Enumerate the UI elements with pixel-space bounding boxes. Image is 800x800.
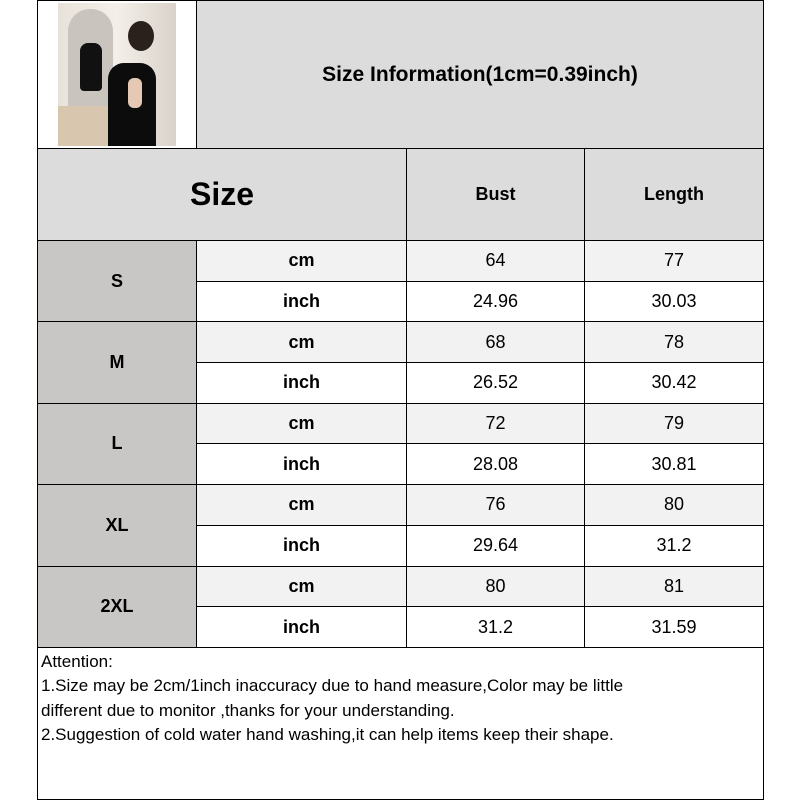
bust-header: Bust <box>406 148 585 241</box>
table-row: inch 26.52 30.42 <box>38 362 765 404</box>
unit-label: cm <box>196 565 407 608</box>
chart-title: Size Information(1cm=0.39inch) <box>195 0 765 149</box>
unit-label: inch <box>196 606 407 648</box>
table-row: inch 28.08 30.81 <box>38 443 765 486</box>
bust-value: 72 <box>406 402 585 445</box>
unit-label: inch <box>196 362 407 404</box>
unit-label: cm <box>196 484 407 526</box>
length-value: 31.2 <box>583 524 765 567</box>
unit-label: inch <box>196 280 407 323</box>
attention-line: 2.Suggestion of cold water hand washing,… <box>41 725 614 745</box>
length-value: 31.59 <box>583 606 765 648</box>
product-photo <box>58 3 176 146</box>
bust-value: 28.08 <box>406 443 585 486</box>
table-row: inch 29.64 31.2 <box>38 524 765 567</box>
length-value: 80 <box>583 484 765 526</box>
size-label: 2XL <box>37 565 197 648</box>
bust-value: 80 <box>406 565 585 608</box>
length-value: 30.03 <box>583 280 765 323</box>
bust-value: 76 <box>406 484 585 526</box>
size-chart-table: Size Information(1cm=0.39inch) Size Bust… <box>36 0 765 800</box>
length-header: Length <box>583 148 765 241</box>
bust-value: 24.96 <box>406 280 585 323</box>
attention-line: 1.Size may be 2cm/1inch inaccuracy due t… <box>41 676 624 696</box>
unit-label: cm <box>196 240 407 282</box>
bust-value: 26.52 <box>406 362 585 404</box>
table-row: inch 31.2 31.59 <box>38 606 765 648</box>
length-value: 30.42 <box>583 362 765 404</box>
size-label: XL <box>37 484 197 567</box>
unit-label: inch <box>196 524 407 567</box>
product-photo-cell <box>37 0 197 149</box>
bust-value: 31.2 <box>406 606 585 648</box>
size-label: S <box>37 239 197 323</box>
length-value: 30.81 <box>583 443 765 486</box>
size-header: Size <box>37 148 407 241</box>
size-label: L <box>37 402 197 486</box>
length-value: 79 <box>583 402 765 445</box>
size-label: M <box>37 321 197 404</box>
unit-label: cm <box>196 321 407 364</box>
table-row: XL cm 76 80 <box>37 484 765 567</box>
bust-value: 64 <box>406 240 585 282</box>
bust-value: 29.64 <box>406 524 585 567</box>
attention-heading: Attention: <box>41 651 113 671</box>
table-row: 2XL cm 80 81 <box>37 565 765 648</box>
attention-notes: Attention: 1.Size may be 2cm/1inch inacc… <box>36 646 765 800</box>
unit-label: inch <box>196 443 407 486</box>
length-value: 78 <box>583 321 765 364</box>
table-row: inch 24.96 30.03 <box>38 280 765 323</box>
length-value: 81 <box>583 565 765 608</box>
length-value: 77 <box>583 240 765 282</box>
bust-value: 68 <box>406 321 585 364</box>
attention-line: different due to monitor ,thanks for you… <box>41 700 455 720</box>
unit-label: cm <box>196 402 407 445</box>
